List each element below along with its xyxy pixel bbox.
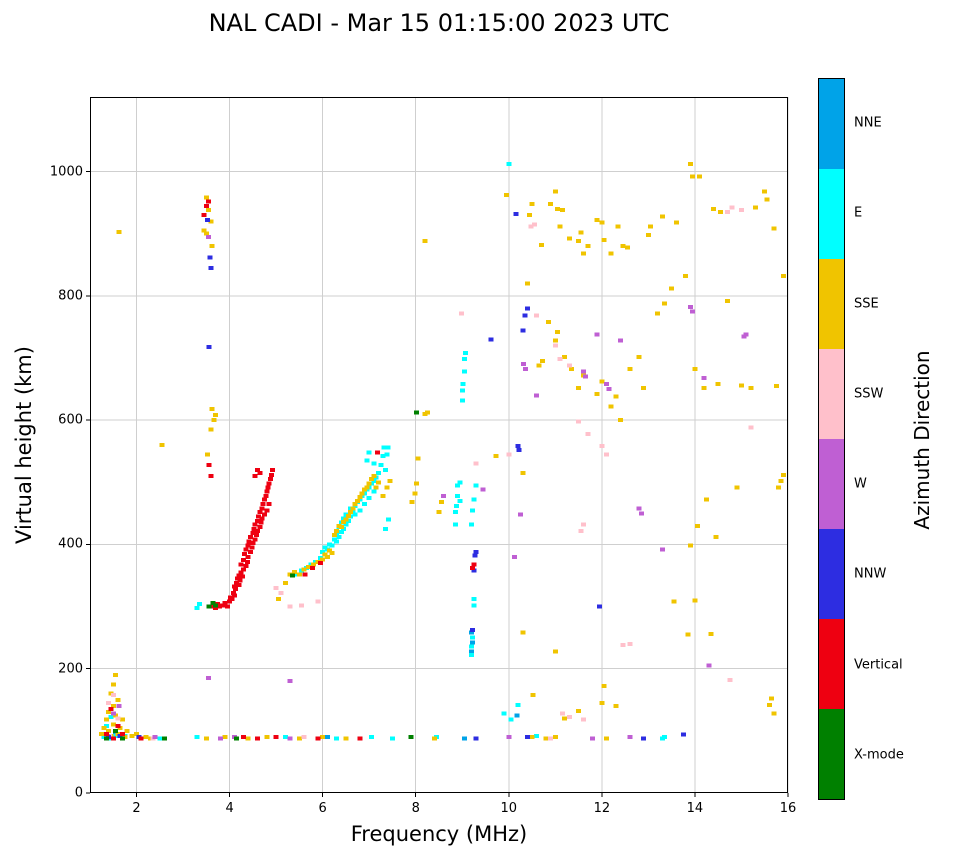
plot-area (86, 97, 789, 797)
colorbar-category-label: W (854, 476, 867, 492)
colorbar-axis-label: Azimuth Direction (910, 350, 934, 530)
x-tick-label: 2 (132, 801, 141, 816)
y-axis-label: Virtual height (km) (12, 346, 36, 544)
y-tick-label: 200 (58, 661, 83, 677)
colorbar-category-label: SSE (854, 296, 879, 312)
y-tick-label: 800 (58, 288, 83, 304)
colorbar-segment-w (819, 439, 844, 529)
colorbar-category-label: NNE (854, 115, 882, 131)
colorbar-segment-e (819, 169, 844, 259)
colorbar-segment-ssw (819, 349, 844, 439)
colorbar-segment-nne (819, 79, 844, 169)
colorbar-category-label: NNW (854, 566, 887, 582)
colorbar (818, 78, 845, 800)
chart-title: NAL CADI - Mar 15 01:15:00 2023 UTC (208, 9, 670, 37)
colorbar-category-label: X-mode (854, 747, 904, 763)
x-tick-label: 16 (779, 801, 797, 816)
colorbar-segment-x-mode (819, 709, 844, 799)
x-tick-label: 12 (593, 801, 611, 816)
colorbar-category-label: SSW (854, 386, 884, 402)
x-tick-label: 14 (686, 801, 704, 816)
x-tick-label: 8 (411, 801, 420, 816)
y-tick-label: 0 (74, 785, 83, 801)
x-tick-label: 4 (225, 801, 234, 816)
y-tick-label: 1000 (49, 164, 83, 180)
x-axis-label: Frequency (MHz) (350, 822, 528, 846)
x-tick-label: 6 (318, 801, 327, 816)
colorbar-segment-vertical (819, 619, 844, 709)
colorbar-category-label: Vertical (854, 657, 903, 673)
colorbar-segment-sse (819, 259, 844, 349)
colorbar-category-label: E (854, 205, 863, 221)
x-tick-label: 10 (500, 801, 518, 816)
y-tick-label: 600 (58, 412, 83, 428)
y-tick-label: 400 (58, 536, 83, 552)
colorbar-segment-nnw (819, 529, 844, 619)
